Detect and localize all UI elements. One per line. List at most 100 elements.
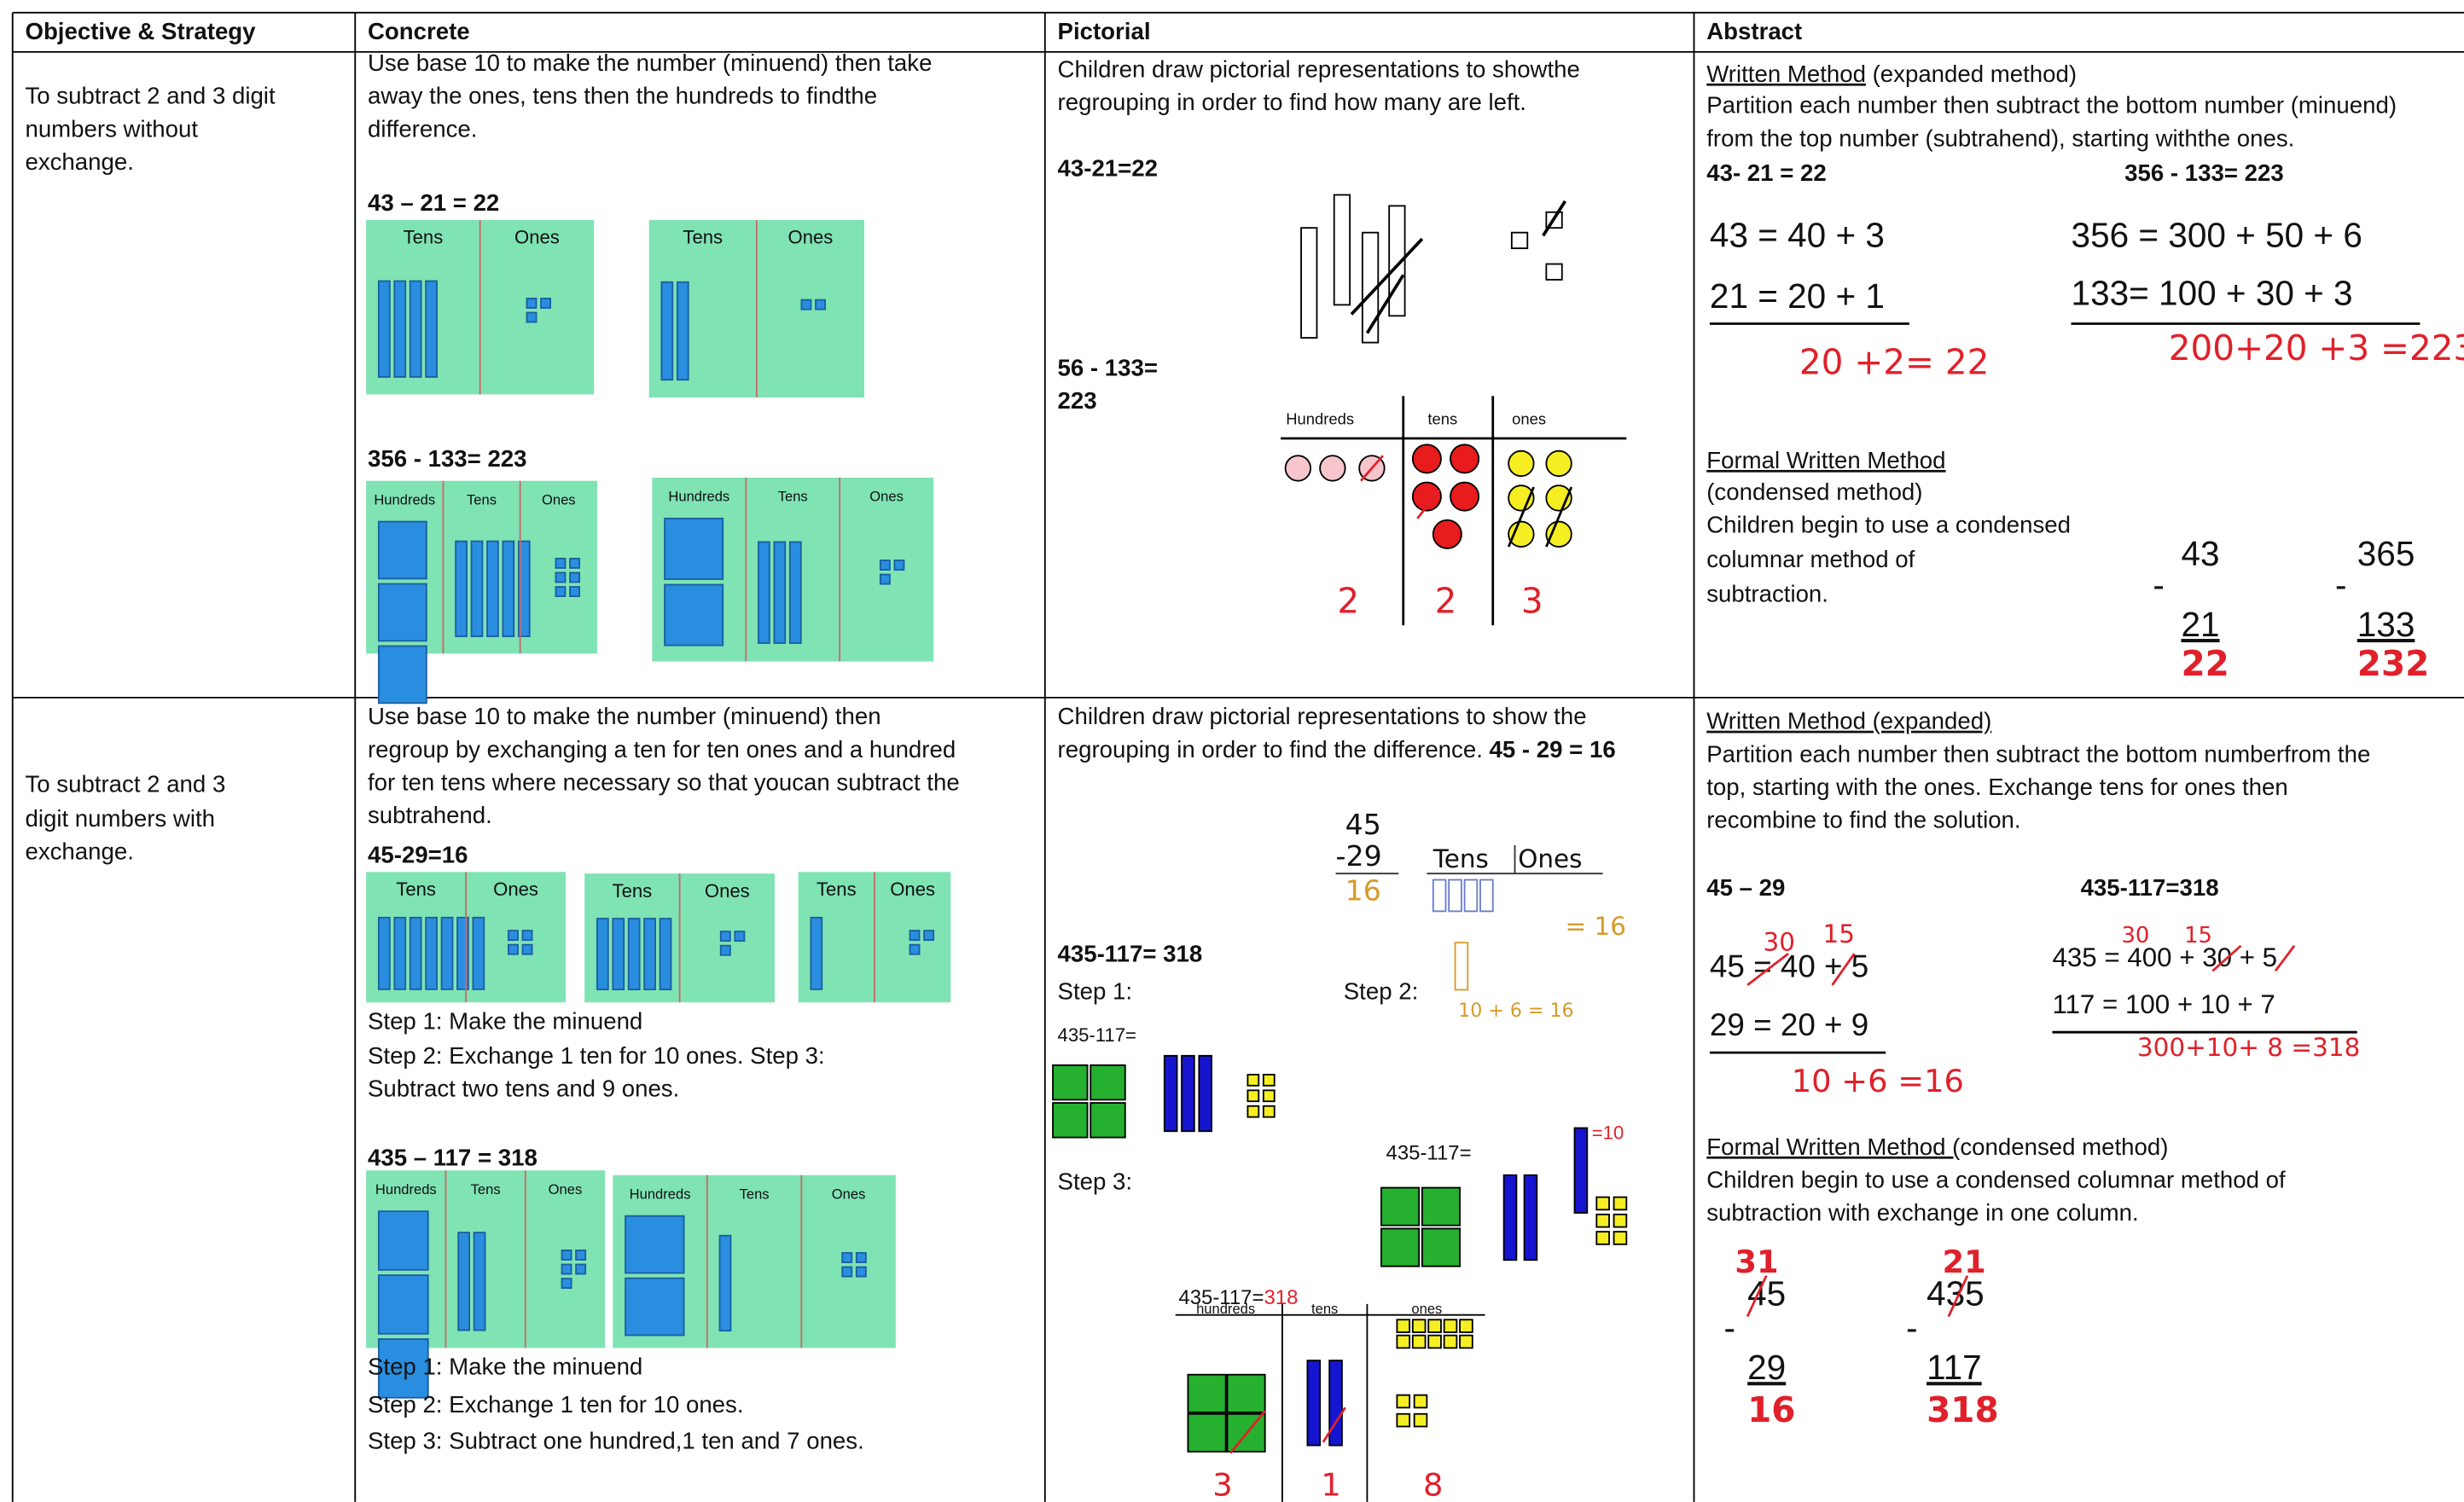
counter: [1450, 481, 1480, 512]
counter: [1284, 455, 1312, 482]
text-span: (expanded method): [1866, 61, 2077, 87]
column-answer: 16: [1747, 1389, 1795, 1430]
cross-out: [1359, 455, 1384, 482]
cross-out: [1507, 486, 1535, 548]
block-rod: [660, 281, 674, 381]
hundred-square: [1052, 1064, 1089, 1101]
drawing-label: hundreds: [1196, 1301, 1255, 1317]
exchange-mark: 15: [2184, 923, 2212, 948]
block-rod: [409, 916, 422, 990]
working: 356 = 300 + 50 + 6: [2072, 215, 2362, 254]
one-square: [1459, 1334, 1473, 1349]
block-cube: [569, 557, 581, 569]
column-header: Abstract: [1706, 18, 1802, 44]
step-sum: 435-117=: [1386, 1141, 1472, 1164]
abstract-line: top, starting with the ones. Exchange te…: [1706, 774, 2287, 800]
cross-out: [1947, 1275, 1969, 1318]
cross-out: [1746, 1275, 1768, 1318]
block-rod: [409, 280, 422, 378]
one-square: [1411, 1334, 1427, 1349]
hundred-square: [1226, 1373, 1266, 1413]
cross-out: [1542, 200, 1567, 237]
column-number: 133: [2357, 605, 2415, 644]
block-flat: [625, 1277, 685, 1337]
ten-bar: [1163, 1054, 1178, 1133]
example: 43 – 21 = 22: [368, 189, 499, 216]
photo-label: Ones: [705, 880, 750, 902]
block-rod: [676, 281, 689, 381]
block-rod: [377, 916, 391, 990]
working: 133= 100 + 30 + 3: [2072, 273, 2353, 312]
drawing-answer: 3: [1521, 580, 1543, 621]
block-rod: [517, 540, 531, 637]
counter: [1545, 520, 1572, 548]
sketch-text: 16: [1345, 873, 1381, 907]
column-number: 435: [1926, 1274, 1985, 1314]
column-answer: 232: [2357, 643, 2430, 684]
step-line: Step 3: Subtract one hundred,1 ten and 7…: [368, 1427, 864, 1453]
one-square: [1443, 1334, 1458, 1349]
pictorial-line: regrouping in order to find the differen…: [1058, 736, 1616, 763]
photo-label: Hundreds: [668, 489, 729, 505]
example: 45-29=16: [368, 841, 468, 867]
drawing-answer: 1: [1321, 1467, 1340, 1502]
sketch-text: 10 + 6 = 16: [1458, 1000, 1573, 1022]
concrete-line: subtrahend.: [368, 802, 492, 828]
photo-label: Ones: [549, 1181, 583, 1198]
block-cube: [508, 930, 519, 942]
block-rod: [612, 918, 625, 991]
objective-line: numbers without: [25, 115, 198, 142]
exchange-mark: 30: [1764, 927, 1795, 956]
block-cube: [555, 586, 567, 597]
one-square: [1262, 1073, 1276, 1087]
text-span: 318: [1264, 1286, 1298, 1309]
block-cube: [508, 943, 519, 955]
exchange-mark: 30: [2121, 923, 2149, 948]
photo-label: Ones: [788, 227, 834, 248]
example: 435-117= 318: [1058, 940, 1203, 966]
hundred-square: [1187, 1373, 1227, 1413]
working-answer: 10 +6 =16: [1792, 1063, 1964, 1099]
block-rod: [643, 918, 656, 991]
block-flat: [625, 1215, 685, 1274]
text-span: 435-117=: [1178, 1286, 1264, 1309]
column-header: Objective & Strategy: [25, 18, 256, 44]
block-rod: [788, 541, 802, 644]
block-rod: [457, 1232, 471, 1331]
cross-out: [1365, 274, 1405, 334]
objective-line: exchange.: [25, 148, 133, 175]
block-flat: [664, 517, 724, 580]
abstract-line: from the top number (subtrahend), starti…: [1706, 125, 2294, 151]
working: 435 = 400 + 30 + 5: [2052, 942, 2277, 972]
counter: [1411, 444, 1442, 474]
hundred-square: [1380, 1186, 1421, 1227]
pictorial-line: regrouping in order to find how many are…: [1058, 89, 1526, 115]
photo-label: Tens: [613, 880, 653, 902]
block-rod: [470, 540, 484, 637]
block-flat: [377, 520, 427, 580]
photo-label: Tens: [683, 227, 723, 248]
block-rod: [377, 280, 391, 378]
abstract-line: recombine to find the solution.: [1706, 807, 2020, 833]
one-square: [1613, 1213, 1628, 1228]
example: 43-21=22: [1058, 154, 1158, 181]
one-square: [1247, 1089, 1260, 1103]
block-cube: [734, 931, 746, 942]
working: 43 = 40 + 3: [1710, 215, 1885, 254]
objective-line: exchange.: [25, 838, 133, 865]
one-square: [1427, 1319, 1442, 1333]
concrete-line: for ten tens where necessary so that you…: [368, 769, 960, 796]
photo-label: Ones: [890, 879, 935, 900]
column-number: 45: [1747, 1274, 1786, 1314]
step-line: Subtract two tens and 9 ones.: [368, 1076, 679, 1102]
abstract-line: Partition each number then subtract the …: [1706, 740, 2370, 767]
method-title: Formal Written Method (condensed method): [1706, 1134, 2168, 1160]
abstract-line: Children begin to use a condensed: [1706, 511, 2071, 537]
working: 29 = 20 + 9: [1710, 1007, 1868, 1042]
step-label: Step 1:: [1058, 978, 1132, 1005]
step-label: Step 3:: [1058, 1168, 1132, 1194]
block-cube: [569, 586, 581, 597]
sketch-rod: [1463, 879, 1479, 913]
ten-bar: [1328, 1360, 1343, 1447]
objective-line: To subtract 2 and 3 digit: [25, 83, 275, 109]
